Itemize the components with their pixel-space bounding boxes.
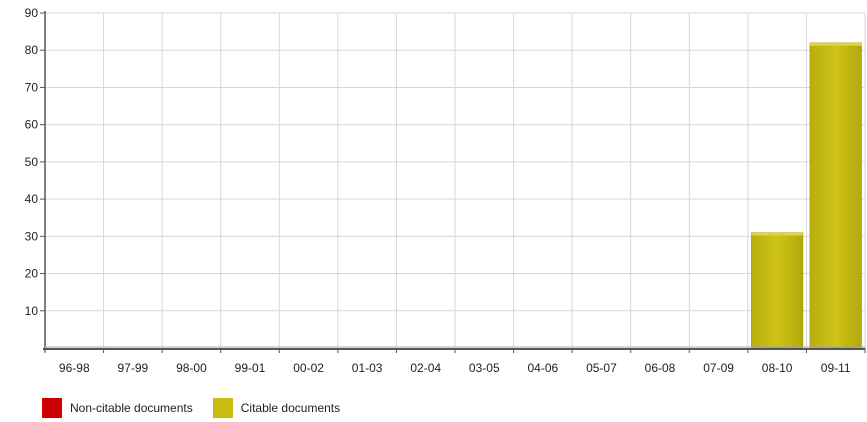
- y-tick-label: 30: [25, 229, 39, 243]
- grid-lines: [45, 12, 866, 348]
- legend: Non-citable documents Citable documents: [42, 398, 360, 418]
- x-tick-label: 06-08: [645, 361, 676, 375]
- legend-item-non-citable: Non-citable documents: [42, 398, 193, 418]
- axes: [43, 11, 865, 351]
- x-tick-label: 99-01: [235, 361, 266, 375]
- legend-swatch-citable: [212, 398, 233, 418]
- bar-top-08-10: [751, 232, 803, 236]
- bar-top-09-11: [809, 42, 862, 46]
- y-tick-label: 70: [25, 80, 39, 94]
- x-tick-label: 07-09: [703, 361, 734, 375]
- y-tick-label: 50: [25, 155, 39, 169]
- x-tick-label: 96-98: [59, 361, 90, 375]
- y-tick-label: 60: [25, 118, 39, 132]
- x-tick-label: 05-07: [586, 361, 617, 375]
- x-tick-label: 08-10: [762, 361, 793, 375]
- bar-08-10: [751, 232, 804, 349]
- bars-group: [751, 42, 862, 349]
- legend-item-citable: Citable documents: [212, 398, 341, 418]
- x-tick-label: 97-99: [118, 361, 149, 375]
- x-tick-label: 00-02: [293, 361, 324, 375]
- legend-label-citable: Citable documents: [240, 401, 341, 415]
- y-tick-label: 80: [25, 43, 39, 57]
- x-tick-label: 98-00: [176, 361, 207, 375]
- legend-swatch-non-citable: [42, 398, 62, 418]
- y-tick-label: 40: [25, 192, 39, 206]
- y-tick-label: 20: [25, 267, 39, 281]
- y-tick-labels: 10 20 30 40 50 60 70 80 90: [25, 6, 45, 318]
- x-tick-label: 01-03: [352, 361, 383, 375]
- x-tick-labels: 96-98 97-99 98-00 99-01 00-02 01-03 02-04 03-05…: [44, 348, 866, 375]
- y-tick-label: 10: [25, 304, 39, 318]
- x-tick-label: 09-11: [821, 361, 851, 375]
- legend-label-non-citable: Non-citable documents: [70, 401, 193, 415]
- bar-09-11: [809, 42, 862, 349]
- x-tick-label: 03-05: [469, 361, 500, 375]
- y-tick-label: 90: [25, 6, 39, 20]
- x-tick-label: 04-06: [528, 361, 559, 375]
- x-tick-label: 02-04: [410, 361, 441, 375]
